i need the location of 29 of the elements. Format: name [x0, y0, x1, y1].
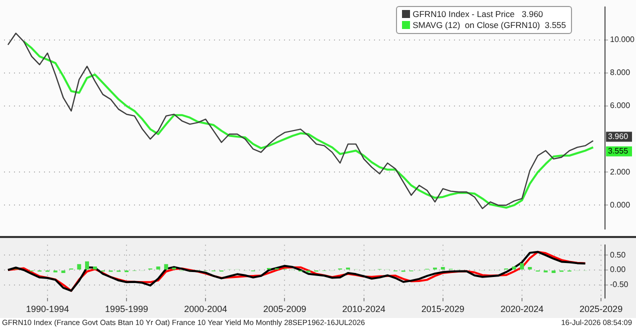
y-tick-label: 10.000: [610, 35, 636, 44]
text: 3.960: [608, 132, 629, 141]
bar: [528, 267, 532, 270]
legend-label: GFRN10 Index - Last Price 3.960: [412, 9, 544, 20]
x-tick-label: 2015-2029: [421, 304, 464, 314]
y-tick-label: 8.000: [610, 68, 631, 78]
y-tick-label: 0.000: [610, 200, 631, 210]
y-tick-label: 0.00: [610, 265, 626, 274]
y-tick-label: 0.50: [610, 250, 626, 260]
x-tick-label: 2025-2029: [580, 304, 623, 314]
x-tick-label: 2000-2004: [184, 304, 228, 314]
legend-label: SMAVG (12) on Close (GFRN10) 3.555: [412, 20, 566, 31]
bar: [512, 266, 516, 270]
bar: [156, 266, 160, 270]
y-tick-label: 2.000: [610, 167, 631, 176]
bar: [520, 263, 524, 270]
x-tick-label: 1995-1999: [105, 304, 148, 314]
bar: [164, 264, 168, 270]
text: 3.555: [608, 146, 629, 156]
bar: [77, 264, 82, 270]
bar: [440, 267, 445, 270]
bar: [85, 261, 90, 270]
x-tick-label: 2010-2024: [342, 304, 386, 314]
y-tick-label: 6.000: [610, 101, 631, 110]
y-tick-label: -0.50: [610, 280, 629, 290]
x-tick-label: 2005-2009: [263, 304, 306, 314]
x-tick-label: 1990-1994: [26, 304, 70, 314]
bar: [92, 266, 97, 270]
x-tick-label: 2020-2024: [500, 304, 544, 314]
